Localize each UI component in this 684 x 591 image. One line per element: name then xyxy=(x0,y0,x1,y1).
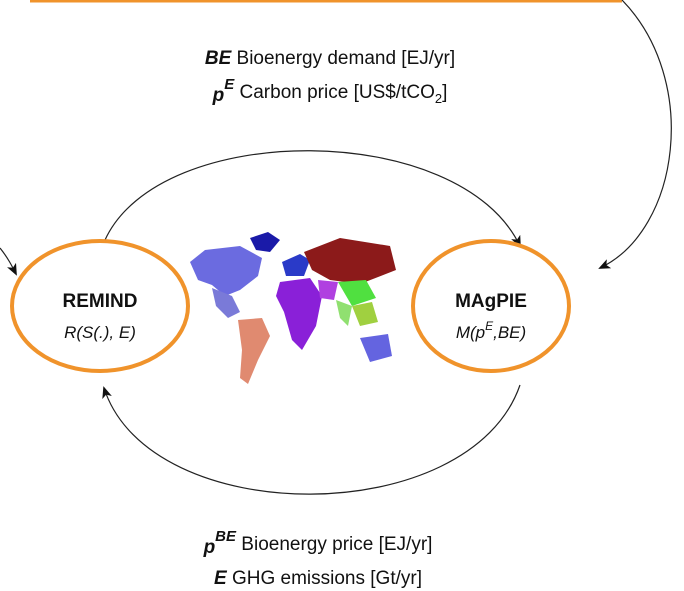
node-magpie xyxy=(411,239,571,373)
node-remind xyxy=(10,239,190,373)
arrow-bottom xyxy=(102,384,521,495)
formula-superscript: E xyxy=(485,319,494,333)
symbol: p xyxy=(212,85,225,106)
formula-suffix: ,BE) xyxy=(493,323,526,342)
text: GHG emissions [Gt/yr] xyxy=(232,568,422,589)
symbol: BE xyxy=(205,48,233,69)
node-label: MAgPIE xyxy=(455,291,527,312)
arrow-left xyxy=(0,247,17,276)
top-label-1: BE Bioenergy demand [EJ/yr] xyxy=(205,48,455,69)
subscript: 2 xyxy=(435,91,442,106)
bottom-label-1: pBE Bioenergy price [EJ/yr] xyxy=(203,528,433,558)
symbol: p xyxy=(203,537,216,558)
text: Carbon price [US$/tCO xyxy=(240,82,435,103)
text: Bioenergy price [EJ/yr] xyxy=(241,534,432,555)
suffix: ] xyxy=(442,82,447,103)
arrow-outer xyxy=(598,0,672,269)
superscript: BE xyxy=(215,528,237,545)
formula-base: M(p xyxy=(456,323,485,342)
top-label-2: pE Carbon price [US$/tCO2] xyxy=(212,76,448,106)
node-label: REMIND xyxy=(63,291,138,312)
node-formula: M(pE,BE) xyxy=(456,319,526,342)
superscript: E xyxy=(224,76,235,93)
world-map xyxy=(190,232,396,384)
symbol: E xyxy=(214,568,228,589)
node-formula: R(S(.), E) xyxy=(64,323,136,342)
bottom-label-2: E GHG emissions [Gt/yr] xyxy=(214,568,422,589)
text: Bioenergy demand [EJ/yr] xyxy=(237,48,456,69)
arrow-top xyxy=(104,150,521,248)
